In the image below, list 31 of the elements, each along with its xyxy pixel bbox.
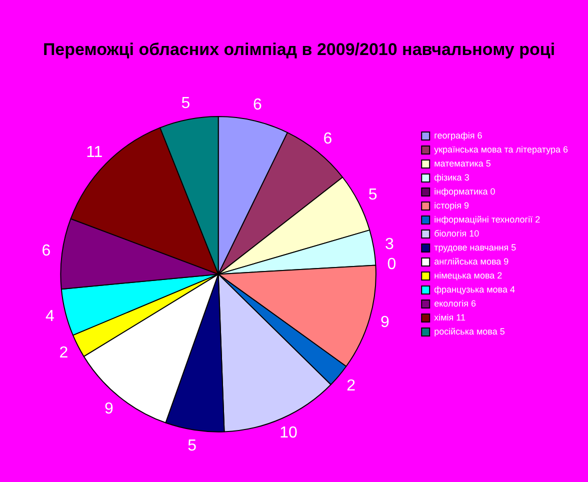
chart-title: Переможці обласних олімпіад в 2009/2010 навчальному році [42, 40, 556, 59]
data-label: 4 [45, 308, 54, 325]
legend-label: російська мова 5 [434, 326, 505, 336]
legend-label: географія 6 [434, 130, 482, 140]
data-label: 2 [346, 378, 356, 394]
legend-label: фізика 3 [434, 172, 470, 182]
data-label: 6 [42, 242, 51, 260]
legend-label: історія 9 [434, 200, 470, 210]
data-label: 10 [280, 424, 298, 442]
data-label: 6 [252, 96, 262, 114]
data-label: 5 [368, 186, 378, 204]
data-label: 2 [59, 344, 68, 362]
data-label: 6 [323, 130, 332, 148]
legend-label: французька мова 4 [434, 284, 516, 294]
legend-label: математика 5 [434, 158, 491, 168]
data-label: 9 [104, 400, 114, 418]
legend-label: інформатика 0 [434, 186, 496, 196]
data-label: 3 [384, 236, 394, 254]
data-label: 5 [181, 95, 190, 112]
data-label: 5 [188, 437, 197, 454]
legend-label: інформаційні технології 2 [434, 214, 540, 224]
legend-label: англійська мова 9 [434, 256, 509, 266]
legend-label: біологія 10 [434, 228, 480, 238]
legend-label: екологія 6 [434, 298, 476, 308]
legend-label: німецька мова 2 [434, 270, 502, 280]
data-label: 9 [380, 314, 390, 332]
text: 0 [387, 256, 396, 273]
legend-label: українська мова та література 6 [434, 144, 568, 154]
data-label: 11 [86, 144, 103, 161]
legend-label: хімія 11 [434, 312, 466, 322]
legend-label: трудове навчання 5 [434, 242, 516, 252]
